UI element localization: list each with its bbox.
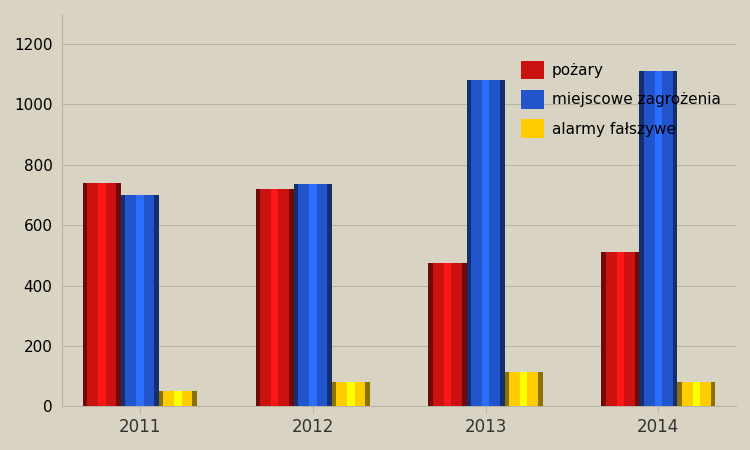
Bar [82,183,121,406]
Bar [121,195,159,406]
Bar [634,252,639,406]
Bar [332,382,370,406]
Bar [655,71,662,406]
Bar [428,263,466,406]
Bar [271,189,278,406]
Bar [428,263,433,406]
Bar [347,382,355,406]
Bar [466,80,471,406]
Bar [602,252,639,406]
Bar [505,372,542,406]
Bar [466,80,505,406]
Bar [192,391,197,406]
Bar [677,382,716,406]
Bar [602,252,606,406]
Bar [159,391,164,406]
Bar [327,184,332,406]
Bar [82,183,88,406]
Bar [639,71,677,406]
Bar [154,195,159,406]
Bar [174,391,182,406]
Bar [256,189,260,406]
Bar [365,382,370,406]
Bar [256,189,294,406]
Bar [639,71,644,406]
Bar [482,80,489,406]
Bar [677,382,682,406]
Bar [98,183,106,406]
Bar [136,195,144,406]
Bar [616,252,624,406]
Bar [121,195,125,406]
Bar [294,184,332,406]
Legend: pożary, miejscowe zagrożenia, alarmy fałszywe: pożary, miejscowe zagrożenia, alarmy fał… [514,53,728,145]
Bar [444,263,452,406]
Bar [505,372,509,406]
Bar [673,71,677,406]
Bar [462,263,466,406]
Bar [116,183,121,406]
Bar [332,382,336,406]
Bar [520,372,527,406]
Bar [538,372,542,406]
Bar [290,189,294,406]
Bar [692,382,700,406]
Bar [500,80,505,406]
Bar [294,184,298,406]
Bar [309,184,316,406]
Bar [711,382,716,406]
Bar [159,391,197,406]
